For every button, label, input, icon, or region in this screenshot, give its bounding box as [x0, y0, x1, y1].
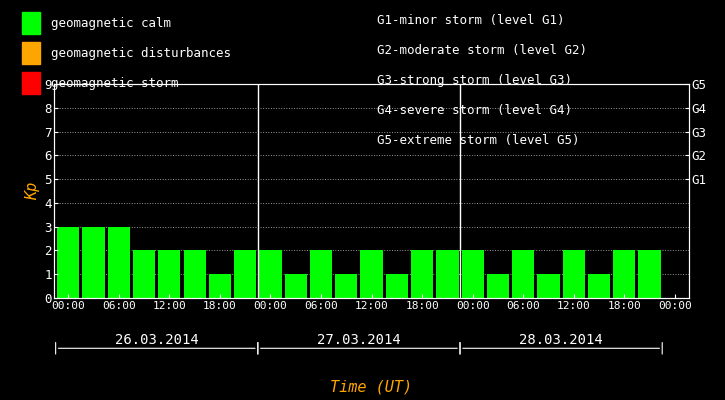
Text: geomagnetic calm: geomagnetic calm [51, 16, 171, 30]
Bar [260, 250, 281, 298]
Text: geomagnetic disturbances: geomagnetic disturbances [51, 46, 231, 60]
Text: geomagnetic storm: geomagnetic storm [51, 76, 178, 90]
Bar [613, 250, 635, 298]
Bar [563, 250, 585, 298]
Bar [411, 250, 434, 298]
Bar [108, 227, 130, 298]
Bar [57, 227, 80, 298]
Bar [83, 227, 104, 298]
Text: Time (UT): Time (UT) [331, 379, 413, 394]
Bar [486, 274, 509, 298]
Bar [436, 250, 458, 298]
Text: 27.03.2014: 27.03.2014 [317, 333, 401, 347]
Text: G5-extreme storm (level G5): G5-extreme storm (level G5) [377, 134, 579, 147]
Bar [335, 274, 357, 298]
Bar [360, 250, 383, 298]
Bar [462, 250, 484, 298]
Bar [588, 274, 610, 298]
Bar [310, 250, 332, 298]
Bar [537, 274, 560, 298]
Bar [285, 274, 307, 298]
Text: G2-moderate storm (level G2): G2-moderate storm (level G2) [377, 44, 587, 57]
Bar [386, 274, 408, 298]
Bar [209, 274, 231, 298]
Y-axis label: Kp: Kp [25, 182, 40, 200]
Bar [512, 250, 534, 298]
Text: G1-minor storm (level G1): G1-minor storm (level G1) [377, 14, 565, 27]
Text: 28.03.2014: 28.03.2014 [519, 333, 603, 347]
Bar [183, 250, 206, 298]
Bar [133, 250, 155, 298]
Bar [234, 250, 257, 298]
Text: G4-severe storm (level G4): G4-severe storm (level G4) [377, 104, 572, 117]
Text: 26.03.2014: 26.03.2014 [115, 333, 199, 347]
Text: G3-strong storm (level G3): G3-strong storm (level G3) [377, 74, 572, 87]
Bar [639, 250, 660, 298]
Bar [158, 250, 181, 298]
